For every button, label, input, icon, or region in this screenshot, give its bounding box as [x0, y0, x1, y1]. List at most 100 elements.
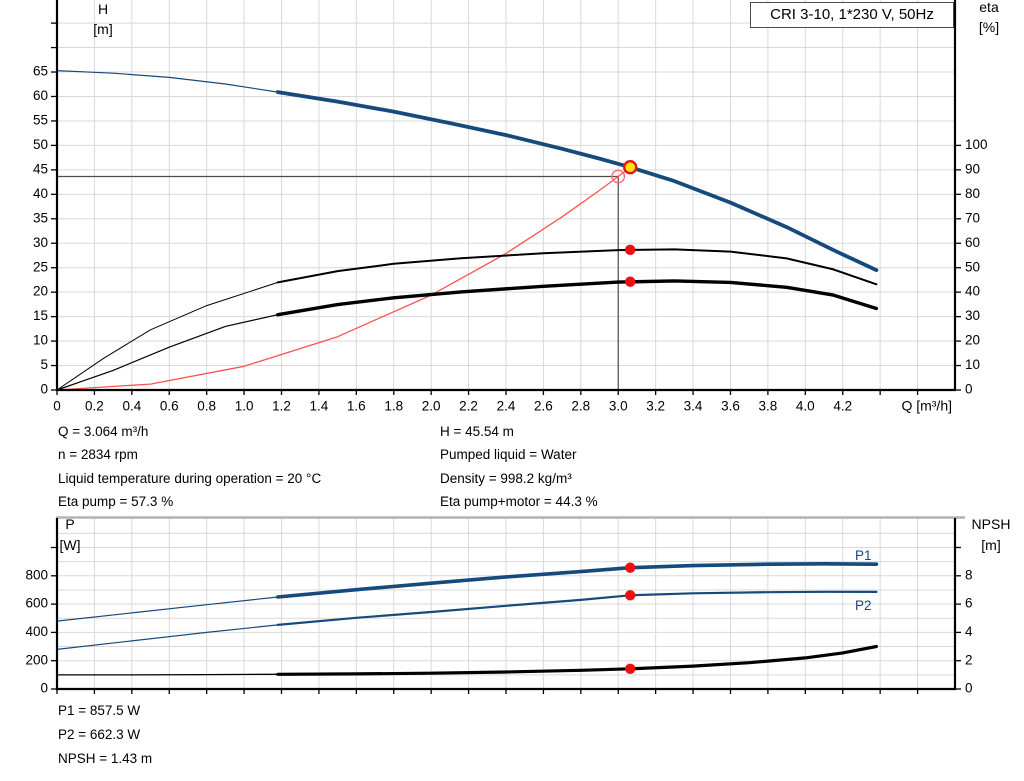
svg-text:80: 80 [965, 186, 980, 201]
power-readout: P1 = 857.5 W P2 = 662.3 W NPSH = 1.43 m [58, 699, 152, 771]
svg-text:3.2: 3.2 [646, 399, 665, 414]
density-readout: Density = 998.2 kg/m³ [440, 470, 572, 486]
svg-text:200: 200 [25, 652, 48, 667]
p1-point [625, 562, 636, 573]
p1-curve-thin-segment [56, 596, 279, 622]
head-readout: H = 45.54 m [440, 424, 514, 439]
eta-pump-motor-curve [56, 279, 879, 391]
svg-text:3.0: 3.0 [609, 399, 628, 414]
svg-text:2.0: 2.0 [422, 399, 441, 414]
svg-text:60: 60 [33, 88, 48, 103]
gridlines [57, 0, 955, 390]
eta-pump-readout: Eta pump = 57.3 % [58, 494, 174, 510]
svg-text:1.4: 1.4 [310, 399, 329, 414]
svg-text:60: 60 [965, 235, 980, 250]
svg-text:6: 6 [965, 596, 973, 611]
svg-text:100: 100 [965, 137, 988, 152]
pumped-liquid-readout: Pumped liquid = Water [440, 447, 577, 463]
npsh-curve-thin-segment [56, 673, 279, 676]
svg-text:3.6: 3.6 [721, 399, 740, 414]
eta-pump-point [625, 244, 636, 256]
svg-text:4.2: 4.2 [833, 399, 852, 414]
axis-unit-labels: H [m] eta [%] Q [m³/h] [93, 0, 999, 414]
system-curve [56, 166, 631, 391]
svg-text:3.8: 3.8 [759, 399, 778, 414]
p2-curve-thin-segment [56, 624, 279, 650]
svg-text:4: 4 [965, 624, 973, 639]
head-curve-thin-segment [56, 70, 279, 93]
eta-pump-motor-readout: Eta pump+motor = 44.3 % [440, 494, 598, 510]
flow-readout: Q = 3.064 m³/h [58, 424, 149, 439]
svg-text:30: 30 [965, 308, 980, 323]
duty-readout-left: Q = 3.064 m³/h n = 2834 rpm Liquid tempe… [58, 420, 321, 514]
tick-labels: 0 0.2 0.4 0.6 0.8 1.0 1.2 1.4 1.6 1.8 2.0 2.2 2.4 2.6… [33, 22, 988, 414]
svg-text:45: 45 [33, 161, 48, 176]
p2-curve [56, 590, 878, 650]
svg-text:[%]: [%] [979, 19, 999, 35]
p2-point [625, 590, 636, 601]
y-right-axis-title: eta [979, 0, 999, 15]
temperature-readout: Liquid temperature during operation = 20… [58, 470, 322, 486]
eta-pump-curve-thin-segment [56, 281, 279, 391]
y-left-axis-title: H [98, 1, 108, 17]
svg-text:2.2: 2.2 [459, 399, 478, 414]
svg-text:0: 0 [965, 382, 973, 397]
system-curve-thin-segment [56, 166, 631, 391]
operating-point[interactable] [623, 160, 638, 175]
svg-text:2.6: 2.6 [534, 399, 553, 414]
svg-text:[m]: [m] [981, 537, 1000, 553]
npsh-point [625, 663, 636, 674]
svg-text:10: 10 [33, 333, 48, 348]
svg-text:25: 25 [33, 259, 48, 274]
pump-model-title: CRI 3-10, 1*230 V, 50Hz [770, 6, 934, 23]
p2-readout: P2 = 662.3 W [58, 727, 141, 742]
eta-pump-curve-path [276, 248, 878, 286]
svg-text:50: 50 [33, 137, 48, 152]
hq-eta-chart: 0 0.2 0.4 0.6 0.8 1.0 1.2 1.4 1.6 1.8 2.0 2.2 2.4 2.6… [33, 0, 999, 414]
p1-curve [56, 562, 879, 622]
duty-readout-right: H = 45.54 m Pumped liquid = Water Densit… [440, 420, 598, 514]
svg-text:70: 70 [965, 210, 980, 225]
svg-text:2: 2 [965, 652, 973, 667]
svg-text:1.2: 1.2 [272, 399, 291, 414]
head-curve-path [275, 90, 879, 272]
speed-readout: n = 2834 rpm [58, 447, 138, 463]
y-right-axis-title: NPSH [972, 516, 1011, 532]
svg-text:0.6: 0.6 [160, 399, 179, 414]
svg-text:20: 20 [33, 284, 48, 299]
duty-point-crosshair [57, 175, 619, 390]
power-npsh-chart: 0 200 400 600 800 0 2 4 6 8 P [W] NPSH [m] P1 P2 [25, 516, 1010, 696]
svg-text:35: 35 [33, 210, 48, 225]
svg-text:40: 40 [965, 284, 980, 299]
svg-text:800: 800 [25, 567, 48, 582]
y-left-axis-title: P [65, 516, 74, 532]
svg-text:1.8: 1.8 [384, 399, 403, 414]
svg-text:1.0: 1.0 [235, 399, 254, 414]
eta-pump-motor-curve-path [276, 279, 879, 317]
svg-text:0.4: 0.4 [122, 399, 141, 414]
svg-text:2.8: 2.8 [571, 399, 590, 414]
svg-text:2.4: 2.4 [497, 399, 516, 414]
svg-text:10: 10 [965, 357, 980, 372]
svg-text:[m]: [m] [93, 21, 112, 37]
svg-text:65: 65 [33, 64, 48, 79]
svg-text:0: 0 [40, 681, 48, 696]
x-axis-title: Q [m³/h] [901, 398, 952, 414]
gridlines [57, 518, 955, 689]
svg-text:55: 55 [33, 113, 48, 128]
eta-pump-curve [56, 248, 878, 391]
svg-text:0.8: 0.8 [197, 399, 216, 414]
svg-text:1.6: 1.6 [347, 399, 366, 414]
eta-pump-motor-curve-thin-segment [56, 314, 279, 391]
tick-labels: 0 200 400 600 800 0 2 4 6 8 [25, 546, 973, 696]
curve-label-p2: P2 [855, 598, 872, 613]
svg-text:4.0: 4.0 [796, 399, 815, 414]
svg-text:0.2: 0.2 [85, 399, 104, 414]
svg-text:[W]: [W] [60, 537, 81, 553]
head-curve [56, 70, 879, 272]
p2-curve-path [276, 590, 878, 626]
npsh-readout: NPSH = 1.43 m [58, 751, 153, 766]
svg-text:5: 5 [40, 357, 48, 372]
p1-readout: P1 = 857.5 W [58, 703, 141, 718]
